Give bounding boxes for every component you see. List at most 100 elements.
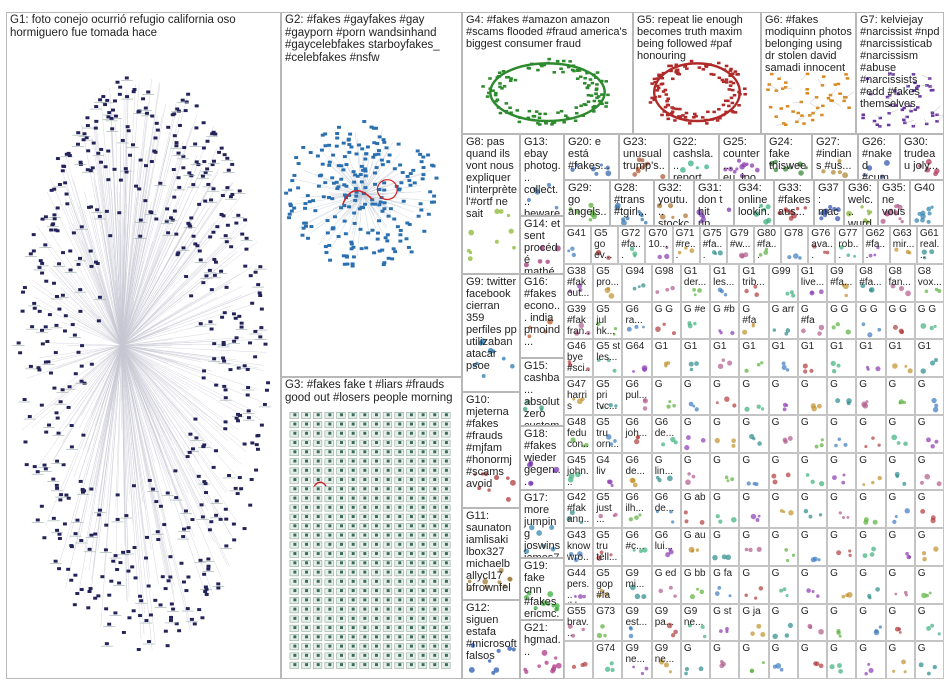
tiny-group-cell[interactable]: G xyxy=(768,414,798,453)
group-panel-g7[interactable]: G7: kelviejay #narcissist #npd #narcissi… xyxy=(856,12,944,134)
tiny-group-cell[interactable]: G xyxy=(710,414,740,453)
group-panel-g33[interactable]: G33: #fakes aus... xyxy=(774,180,814,226)
group-panel-g24[interactable]: G24: fake thiswee... xyxy=(765,134,812,180)
group-panel-g31[interactable]: G31: don t hit up... xyxy=(694,180,734,226)
tiny-group-cell[interactable]: G47 harris ewa... xyxy=(564,377,594,415)
tiny-group-cell[interactable]: G5 just ... xyxy=(593,490,623,528)
tiny-group-cell[interactable]: G G xyxy=(856,301,886,340)
tiny-group-cell[interactable]: G1 xyxy=(680,339,711,377)
tiny-group-cell[interactable]: G au xyxy=(680,528,711,566)
tiny-group-cell[interactable]: G G xyxy=(885,301,915,340)
tiny-group-cell[interactable]: G41 xyxy=(564,226,592,264)
tiny-group-cell[interactable]: G xyxy=(768,641,798,679)
tiny-group-cell[interactable]: G xyxy=(797,377,828,415)
tiny-group-cell[interactable]: G xyxy=(827,603,857,642)
tiny-group-cell[interactable]: G xyxy=(739,490,769,528)
tiny-group-cell[interactable]: G62 #fa... xyxy=(862,226,890,264)
group-panel-g30[interactable]: G30: trudeau joly... xyxy=(900,134,944,180)
tiny-group-cell[interactable]: G98 xyxy=(651,263,681,302)
tiny-group-cell[interactable]: G xyxy=(739,565,769,604)
tiny-group-cell[interactable]: G xyxy=(739,414,769,453)
group-panel-g22[interactable]: G22: cashsla... report... xyxy=(669,134,719,180)
tiny-group-cell[interactable]: G ab xyxy=(680,490,711,528)
tiny-group-cell[interactable]: G73 xyxy=(593,603,623,642)
tiny-group-cell[interactable]: G xyxy=(768,452,798,491)
tiny-group-cell[interactable]: G42 #fak ann... xyxy=(564,490,594,528)
group-panel-g5[interactable]: G5: repeat lie enough becomes truth maxi… xyxy=(633,12,761,134)
tiny-group-cell[interactable]: G xyxy=(680,414,711,453)
tiny-group-cell[interactable]: G xyxy=(710,641,740,679)
tiny-group-cell[interactable]: G xyxy=(856,565,886,604)
tiny-group-cell[interactable]: G38 #fak out... xyxy=(564,263,594,302)
tiny-group-cell[interactable]: G xyxy=(827,452,857,491)
group-panel-g9[interactable]: G9: twitter facebook cierran 359 perfile… xyxy=(462,274,520,392)
tiny-group-cell[interactable]: G lin... xyxy=(651,452,681,491)
tiny-group-cell[interactable]: G8 vox... xyxy=(914,263,944,302)
tiny-group-cell[interactable]: G G xyxy=(651,301,681,340)
tiny-group-cell[interactable]: G xyxy=(680,377,711,415)
tiny-group-cell[interactable]: G9 ne... xyxy=(651,641,681,679)
tiny-group-cell[interactable]: G1 xyxy=(739,339,769,377)
tiny-group-cell[interactable]: G5 pri tvc... xyxy=(593,377,623,415)
tiny-group-cell[interactable]: G xyxy=(885,565,915,604)
tiny-group-cell[interactable]: G G xyxy=(914,301,944,340)
tiny-group-cell[interactable]: G xyxy=(710,528,740,566)
tiny-group-cell[interactable]: G xyxy=(827,641,857,679)
tiny-group-cell[interactable]: G9 mi... xyxy=(622,565,652,604)
tiny-group-cell[interactable]: G fa xyxy=(710,565,740,604)
group-panel-g11[interactable]: G11: saunaton iamlisaki lbox327 michaelb… xyxy=(462,508,520,600)
tiny-group-cell[interactable]: G6 lui... xyxy=(651,528,681,566)
tiny-group-cell[interactable]: G xyxy=(856,641,886,679)
tiny-group-cell[interactable]: G1 xyxy=(914,339,944,377)
group-panel-g4[interactable]: G4: #fakes #amazon amazon #scams flooded… xyxy=(462,12,633,134)
tiny-group-cell[interactable]: G5 tru orn... xyxy=(593,414,623,453)
tiny-group-cell[interactable]: G xyxy=(914,641,944,679)
tiny-group-cell[interactable]: G xyxy=(797,565,828,604)
tiny-group-cell[interactable]: G55 brav... xyxy=(564,603,594,642)
tiny-group-cell[interactable]: G5 st les... xyxy=(593,339,623,377)
tiny-group-cell[interactable]: G #fa xyxy=(797,301,828,340)
tiny-group-cell[interactable]: G6 #c... xyxy=(622,528,652,566)
tiny-group-cell[interactable]: G78 xyxy=(781,226,809,264)
tiny-group-cell[interactable]: G xyxy=(827,377,857,415)
tiny-group-cell[interactable]: G9 pa... xyxy=(651,603,681,642)
tiny-group-cell[interactable]: G1 xyxy=(827,339,857,377)
tiny-group-cell[interactable]: G46 bye #sci... xyxy=(564,339,594,377)
group-panel-g14[interactable]: G14: et sent procédé mathé... indiscu... xyxy=(520,216,564,274)
tiny-group-cell[interactable]: G #fa xyxy=(739,301,769,340)
tiny-group-cell[interactable]: G63 mir... xyxy=(889,226,917,264)
tiny-group-cell[interactable]: G80 #fa... xyxy=(754,226,782,264)
tiny-group-cell[interactable] xyxy=(564,641,594,679)
tiny-group-cell[interactable]: G75 #fa... xyxy=(699,226,727,264)
tiny-group-cell[interactable]: G xyxy=(797,641,828,679)
tiny-group-cell[interactable]: G xyxy=(710,452,740,491)
tiny-group-cell[interactable]: G xyxy=(914,490,944,528)
tiny-group-cell[interactable]: G xyxy=(856,528,886,566)
group-panel-g25[interactable]: G25: counter... eu_ipo... xyxy=(719,134,765,180)
tiny-group-cell[interactable]: G8 fan... xyxy=(885,263,915,302)
tiny-group-cell[interactable]: G xyxy=(739,452,769,491)
tiny-group-cell[interactable]: G xyxy=(856,414,886,453)
tiny-group-cell[interactable]: G39 #fak fran... xyxy=(564,301,594,340)
tiny-group-cell[interactable]: G xyxy=(680,452,711,491)
group-panel-g21[interactable]: G21: hgmad... xyxy=(520,620,564,679)
group-panel-g10[interactable]: G10: mjeterna #fakes #frauds #mjfam #hon… xyxy=(462,392,520,508)
group-panel-g6[interactable]: G6: #fakes modiquinn photos belonging us… xyxy=(761,12,856,134)
tiny-group-cell[interactable]: G xyxy=(797,414,828,453)
group-panel-g23[interactable]: G23: unusual trump's... xyxy=(619,134,669,180)
tiny-group-cell[interactable]: G xyxy=(885,641,915,679)
tiny-group-cell[interactable]: G4 liv xyxy=(593,452,623,491)
tiny-group-cell[interactable]: G1 xyxy=(885,339,915,377)
tiny-group-cell[interactable]: G xyxy=(856,377,886,415)
group-panel-g29[interactable]: G29: go angels... #fakes... xyxy=(564,180,610,226)
tiny-group-cell[interactable]: G arr xyxy=(768,301,798,340)
tiny-group-cell[interactable]: G xyxy=(680,641,711,679)
tiny-group-cell[interactable]: G1 xyxy=(651,339,681,377)
tiny-group-cell[interactable]: G ed xyxy=(651,565,681,604)
tiny-group-cell[interactable]: G xyxy=(914,565,944,604)
tiny-group-cell[interactable]: G xyxy=(739,641,769,679)
tiny-group-cell[interactable]: G6 ra... xyxy=(622,301,652,340)
tiny-group-cell[interactable]: G xyxy=(827,528,857,566)
tiny-group-cell[interactable]: G6 de... xyxy=(651,414,681,453)
tiny-group-cell[interactable]: G94 xyxy=(622,263,652,302)
